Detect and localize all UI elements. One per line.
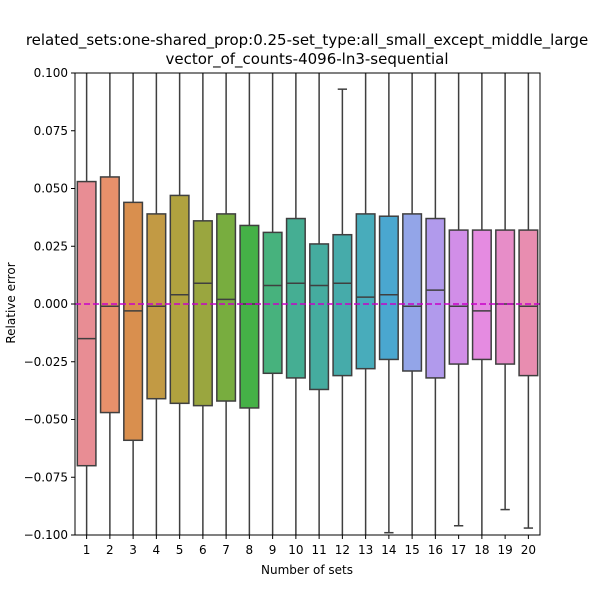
y-tick-label: −0.075 [24,470,68,484]
box-8 [239,224,260,409]
x-tick-label: 12 [335,543,350,557]
x-tick-label: 17 [451,543,466,557]
box-1 [76,180,97,467]
x-tick-label: 19 [497,543,512,557]
box-6 [192,220,213,407]
x-tick-label: 3 [129,543,137,557]
box-2 [99,176,120,414]
x-tick-label: 9 [269,543,277,557]
x-axis-label: Number of sets [261,563,353,577]
x-tick-label: 8 [246,543,254,557]
x-tick-label: 10 [288,543,303,557]
x-tick-label: 6 [199,543,207,557]
x-tick-label: 1 [83,543,91,557]
x-tick-label: 18 [474,543,489,557]
x-tick-label: 4 [153,543,161,557]
chart-title-line-2: vector_of_counts-4096-ln3-sequential [165,50,448,69]
box-15 [402,213,423,372]
box-20 [518,229,539,377]
box-7 [216,213,237,402]
x-tick-label: 14 [381,543,396,557]
y-tick-label: 0.000 [34,297,68,311]
y-tick-label: 0.050 [34,182,68,196]
x-tick-label: 2 [106,543,114,557]
box-11 [309,243,330,391]
box-19 [495,229,516,365]
box-18 [471,229,492,361]
y-tick-label: 0.075 [34,124,68,138]
plot-area: −0.100 −0.075 −0.050 −0.025 0.000 0.025 0.050 0… [24,66,541,557]
box-13 [355,213,376,370]
chart-title-line-1: related_sets:one-shared_prop:0.25-set_ty… [26,31,588,50]
y-tick-label: −0.100 [24,528,68,542]
box-3 [123,201,144,442]
x-tick-label: 11 [311,543,326,557]
y-tick-label: 0.100 [34,66,68,80]
box-5 [169,194,190,405]
x-tick-label: 20 [521,543,536,557]
y-tick-label: −0.050 [24,413,68,427]
box-12 [332,233,353,377]
y-axis-label: Relative error [4,262,18,343]
y-tick-label: −0.025 [24,355,68,369]
box-9 [262,231,283,375]
x-tick-label: 5 [176,543,184,557]
box-17 [448,229,469,365]
x-tick-label: 15 [404,543,419,557]
box-14 [378,215,399,361]
x-tick-label: 16 [428,543,443,557]
y-tick-label: 0.025 [34,239,68,253]
box-16 [425,217,446,379]
box-10 [285,217,306,379]
x-tick-label: 7 [222,543,230,557]
x-tick-label: 13 [358,543,373,557]
